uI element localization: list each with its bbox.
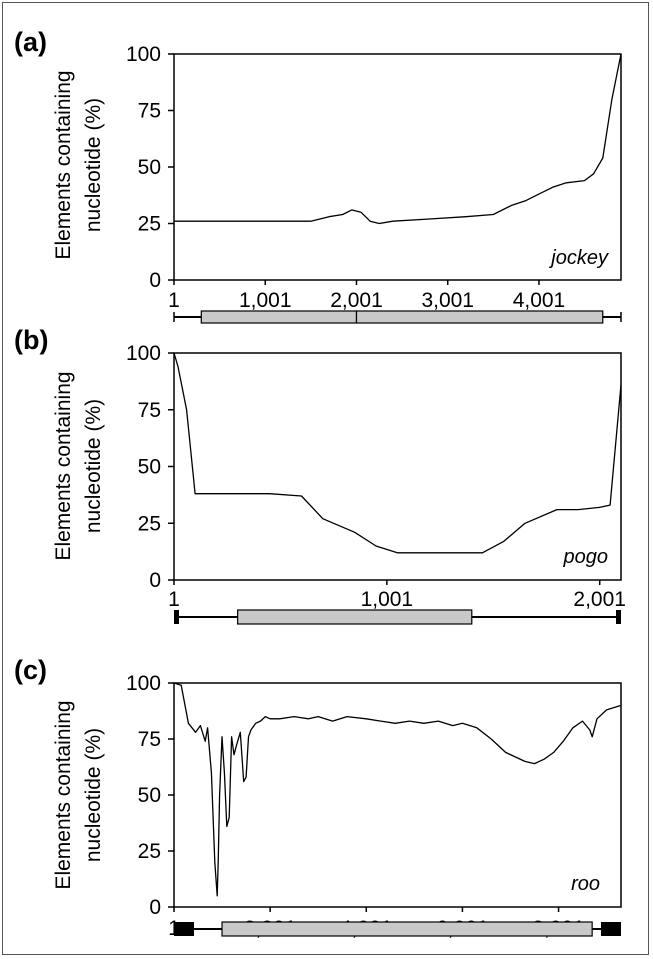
x-tick-label: 3,001 (421, 289, 474, 312)
y-tick-label: 25 (138, 213, 161, 236)
y-tick-label: 50 (138, 456, 161, 479)
y-axis-label-line2: nucleotide (%) (82, 728, 105, 862)
x-tick-label: 1,001 (239, 289, 292, 312)
y-tick-label: 100 (126, 342, 161, 365)
x-tick-label: 2,001 (573, 588, 626, 611)
series-line-jockey (174, 53, 622, 225)
gene-map-ltr-block (174, 610, 179, 624)
gene-map (173, 310, 622, 324)
gene-map-orf-box (221, 921, 593, 937)
y-tick-label: 0 (149, 896, 161, 919)
y-axis-label-line1: Elements containing (52, 70, 75, 259)
x-tick-label: 4,001 (513, 289, 566, 312)
y-tick-label: 100 (126, 672, 161, 695)
y-tick-label: 100 (126, 43, 161, 66)
x-tick-label: 1,001 (361, 588, 414, 611)
gene-map-ltr-block (174, 922, 194, 936)
plot-frame (173, 682, 622, 908)
y-axis-label-line2: nucleotide (%) (82, 98, 105, 232)
x-tick-label: 1 (168, 289, 180, 312)
gene-map (174, 609, 621, 625)
y-tick-label: 25 (138, 840, 161, 863)
element-name-label: roo (571, 873, 600, 895)
series-line-roo (173, 682, 622, 897)
x-tick-label: 2,001 (330, 289, 383, 312)
y-tick-label: 50 (138, 156, 161, 179)
gene-map-ltr-block (616, 610, 621, 624)
y-tick-label: 50 (138, 784, 161, 807)
element-name-label: pogo (563, 546, 609, 568)
gene-map-ltr-block (601, 922, 621, 936)
plot-frame (173, 352, 622, 581)
panel-pogo: (b)Elements containing nucleotide (%) 100 7… (14, 325, 626, 625)
element-name-label: jockey (548, 247, 609, 269)
gene-map-orf-box (355, 310, 604, 324)
gene-map (174, 921, 621, 937)
y-axis-label-line1: Elements containing (52, 371, 75, 560)
y-tick-label: 75 (138, 100, 161, 123)
y-tick-label: 0 (149, 269, 161, 292)
y-tick-label: 25 (138, 512, 161, 535)
gene-map-orf-box (237, 609, 473, 625)
panel-label: (a) (14, 27, 47, 57)
panel-label: (b) (14, 325, 48, 355)
y-axis-label-line2: nucleotide (%) (82, 399, 105, 533)
y-axis-label-line1: Elements containing (52, 700, 75, 889)
panel-roo: (c)Elements containing nucleotide (%) 100 7… (14, 655, 622, 940)
x-tick-label: 1 (168, 588, 180, 611)
y-tick-label: 0 (149, 569, 161, 592)
panel-label: (c) (14, 655, 47, 685)
gene-map-orf-box (200, 310, 358, 324)
y-tick-label: 75 (138, 399, 161, 422)
series-line-pogo (173, 352, 622, 554)
y-tick-label: 75 (138, 728, 161, 751)
panel-jockey: (a)Elements containing nucleotide (%) 100 7… (14, 27, 622, 324)
